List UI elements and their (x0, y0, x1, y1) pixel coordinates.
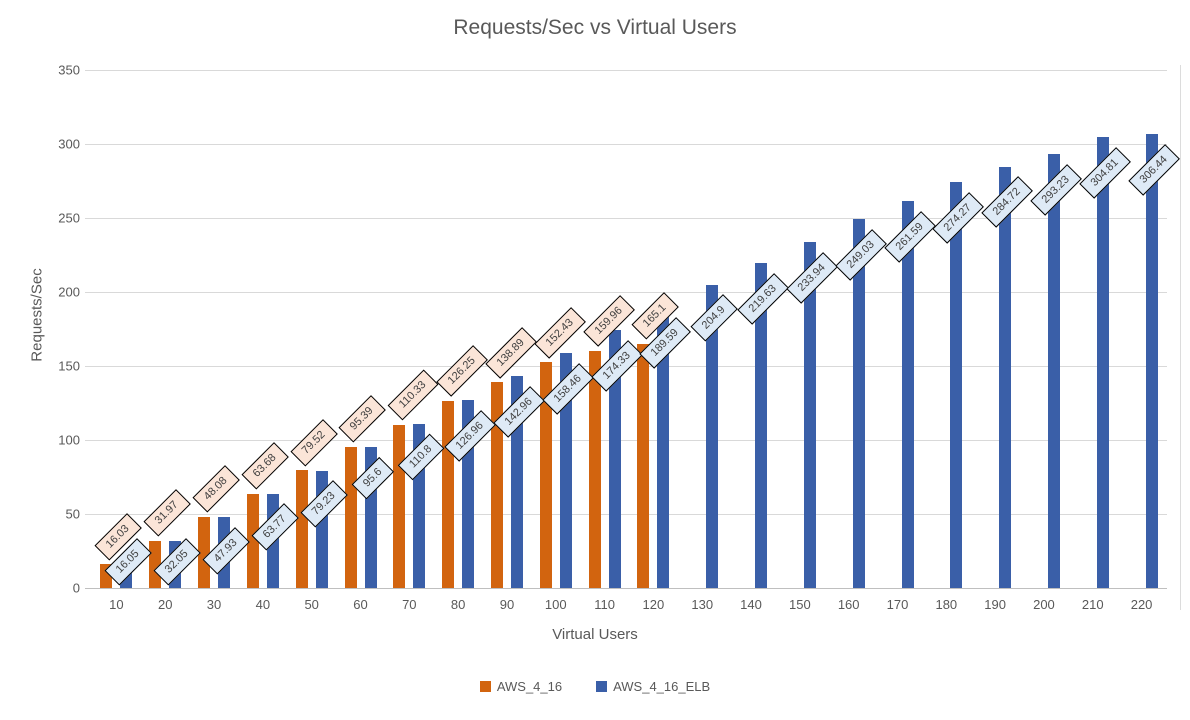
x-tick-label-30: 30 (206, 597, 222, 612)
legend-label-AWS_4_16: AWS_4_16 (496, 679, 563, 694)
legend: AWS_4_16 AWS_4_16_ELB (0, 679, 1190, 694)
data-label-AWS_4_16-30: 48.08 (192, 465, 240, 513)
y-tick-label-50: 50 (65, 506, 80, 522)
bar-AWS_4_16-70 (393, 424, 406, 588)
bar-AWS_4_16-100 (539, 362, 552, 588)
legend-swatch-AWS_4_16_ELB (596, 681, 608, 692)
chart-title: Requests/Sec vs Virtual Users (453, 16, 737, 39)
bar-AWS_4_16_ELB-170 (901, 200, 914, 588)
bar-AWS_4_16-60 (344, 446, 357, 588)
y-tick-label-0: 0 (72, 580, 80, 596)
chart-right-border (1180, 65, 1181, 610)
gridline-200 (85, 292, 1167, 293)
bar-AWS_4_16-40 (246, 493, 259, 588)
data-label-AWS_4_16-70: 110.33 (387, 369, 439, 421)
x-tick-label-20: 20 (157, 597, 173, 612)
y-tick-label-200: 200 (58, 284, 80, 300)
bar-AWS_4_16_ELB-190 (999, 166, 1012, 588)
x-tick-label-200: 200 (1033, 597, 1055, 612)
legend-item-AWS_4_16_ELB: AWS_4_16_ELB (596, 679, 710, 694)
y-tick-label-300: 300 (58, 136, 80, 152)
x-tick-label-120: 120 (642, 597, 665, 612)
bar-AWS_4_16_ELB-110 (608, 329, 621, 588)
legend-item-AWS_4_16: AWS_4_16 (479, 679, 563, 694)
y-tick-label-100: 100 (58, 432, 80, 448)
bar-AWS_4_16_ELB-200 (1047, 154, 1060, 588)
bar-AWS_4_16_ELB-100 (559, 353, 572, 588)
x-axis-title: Virtual Users (552, 626, 638, 643)
x-tick-label-140: 140 (740, 597, 762, 612)
data-label-AWS_4_16-90: 138.89 (485, 326, 537, 379)
bar-AWS_4_16_ELB-130 (706, 284, 719, 588)
y-tick-label-250: 250 (58, 210, 80, 226)
x-tick-label-100: 100 (544, 597, 567, 612)
y-tick-label-150: 150 (58, 358, 80, 374)
x-tick-label-130: 130 (691, 597, 714, 612)
bar-AWS_4_16-50 (295, 470, 308, 588)
bar-AWS_4_16_ELB-140 (755, 262, 768, 588)
x-tick-label-220: 220 (1130, 597, 1153, 612)
gridline-250 (85, 218, 1167, 219)
bar-AWS_4_16_ELB-120 (657, 307, 670, 588)
x-tick-label-170: 170 (886, 597, 909, 612)
x-tick-label-160: 160 (837, 597, 860, 612)
legend-swatch-AWS_4_16 (479, 681, 491, 692)
bar-AWS_4_16_ELB-210 (1096, 136, 1109, 588)
y-tick-label-350: 350 (58, 62, 80, 78)
gridline-100 (85, 440, 1167, 441)
bar-AWS_4_16-30 (198, 516, 211, 588)
x-tick-label-80: 80 (450, 597, 466, 612)
x-axis-line (85, 588, 1167, 589)
bar-AWS_4_16-80 (442, 401, 455, 588)
x-tick-label-40: 40 (255, 597, 271, 612)
bar-AWS_4_16_ELB-220 (1145, 134, 1158, 588)
data-label-AWS_4_16-50: 79.52 (290, 419, 338, 467)
x-tick-label-90: 90 (499, 597, 515, 612)
bar-AWS_4_16-90 (490, 382, 503, 588)
bar-AWS_4_16_ELB-150 (803, 241, 816, 588)
data-label-AWS_4_16_ELB-60: 95.6 (351, 456, 394, 500)
data-label-AWS_4_16-20: 31.97 (143, 489, 191, 537)
x-tick-label-190: 190 (984, 597, 1006, 612)
bar-AWS_4_16_ELB-180 (950, 182, 963, 588)
data-label-AWS_4_16-100: 152.43 (534, 306, 586, 359)
x-tick-label-150: 150 (789, 597, 811, 612)
x-tick-label-60: 60 (353, 597, 368, 612)
x-tick-label-110: 110 (594, 597, 615, 612)
x-tick-label-10: 10 (109, 597, 124, 612)
bar-AWS_4_16_ELB-160 (852, 219, 865, 588)
legend-label-AWS_4_16_ELB: AWS_4_16_ELB (613, 679, 711, 694)
x-tick-label-210: 210 (1081, 597, 1104, 612)
x-tick-label-50: 50 (304, 597, 319, 612)
data-label-AWS_4_16-60: 95.39 (338, 395, 386, 443)
gridline-300 (85, 144, 1167, 145)
gridline-350 (85, 70, 1167, 71)
bar-AWS_4_16-110 (588, 351, 601, 588)
data-label-AWS_4_16-80: 126.25 (436, 345, 488, 397)
x-tick-label-180: 180 (935, 597, 958, 612)
gridline-50 (85, 514, 1167, 515)
bar-AWS_4_16-120 (637, 343, 650, 588)
x-tick-label-70: 70 (402, 597, 417, 612)
data-label-AWS_4_16-40: 63.68 (241, 442, 289, 490)
